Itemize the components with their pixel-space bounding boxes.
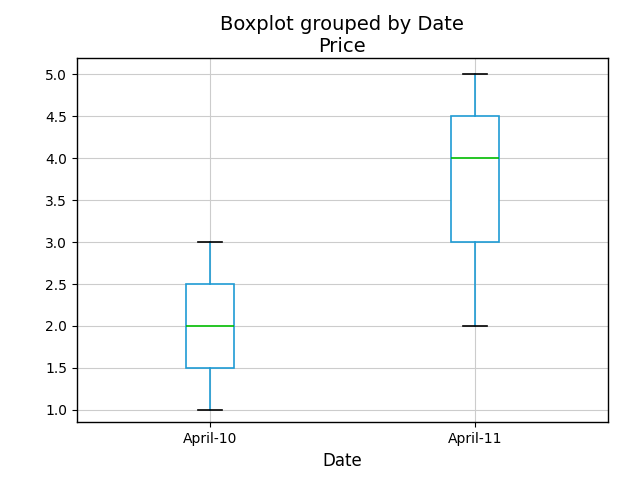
PathPatch shape — [186, 284, 234, 368]
Title: Boxplot grouped by Date
Price: Boxplot grouped by Date Price — [220, 15, 465, 56]
X-axis label: Date: Date — [323, 452, 362, 469]
PathPatch shape — [451, 116, 499, 242]
